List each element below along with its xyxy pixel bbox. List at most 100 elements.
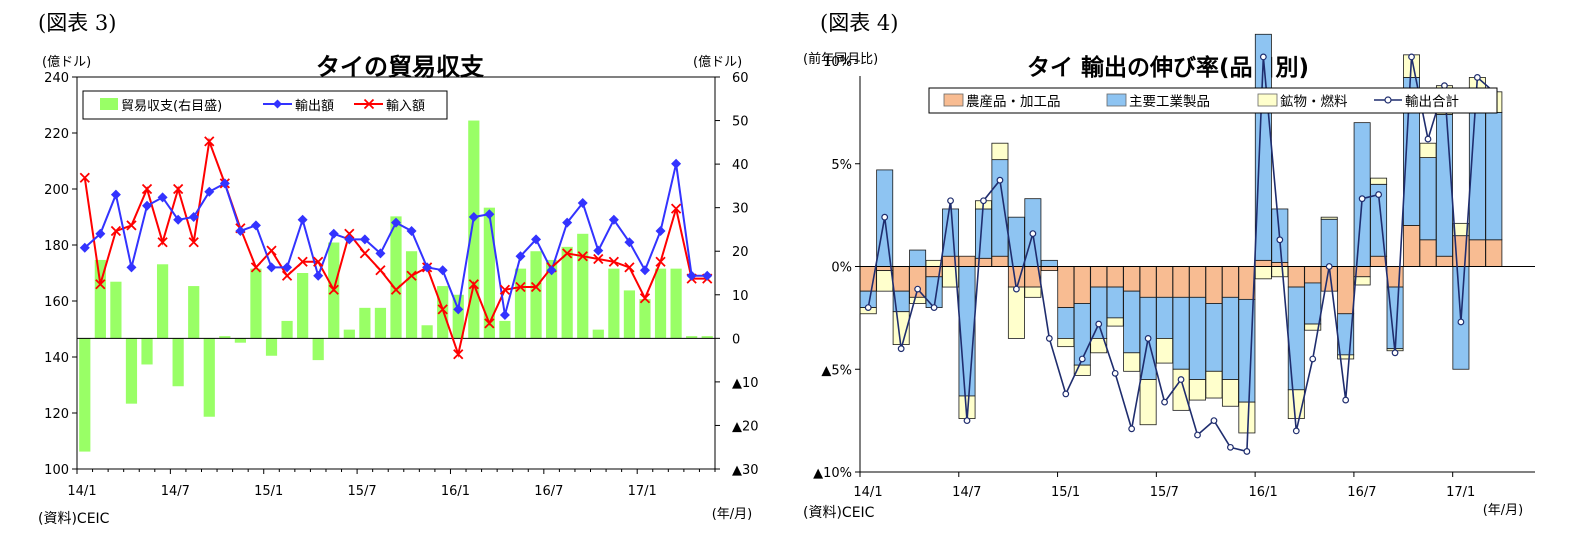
- trade-balance-bar: [390, 216, 402, 339]
- trade-balance-bar: [156, 264, 169, 339]
- trade-balance-bar: [405, 251, 418, 339]
- mineral-bar-segment: [1271, 266, 1289, 278]
- import-point: [173, 183, 184, 195]
- trade-balance-bar: [265, 338, 278, 356]
- trade-balance-bar: [561, 246, 573, 339]
- import-point: [562, 248, 573, 259]
- export-point: [546, 265, 557, 276]
- trade-balance-bar: [234, 338, 246, 343]
- y-tick-label: ▲5%: [821, 363, 852, 378]
- industrial-bar-segment: [1007, 216, 1025, 267]
- left-y-axis-right: ▲30 ▲20 ▲10 0 10 20 30 40 50 60: [715, 71, 759, 478]
- export-point: [406, 226, 417, 236]
- agri-bar-segment: [1468, 239, 1486, 267]
- industrial-bar-segment: [1304, 282, 1322, 325]
- export-point: [468, 212, 479, 222]
- import-point: [110, 225, 122, 237]
- export-point: [702, 270, 713, 281]
- import-point: [499, 284, 511, 295]
- mineral-bar-segment: [1156, 338, 1174, 364]
- trade-balance-bar: [499, 320, 511, 339]
- mineral-bar-segment: [1254, 266, 1272, 280]
- trade-balance-bar: [343, 329, 355, 339]
- export-point: [219, 178, 230, 189]
- right-y-tick-label: 60: [732, 71, 749, 86]
- agri-bar-segment: [1386, 266, 1404, 288]
- mineral-bar-segment: [1073, 364, 1091, 376]
- total-point: [1227, 443, 1234, 451]
- total-point: [980, 197, 987, 205]
- agri-bar-segment: [1403, 224, 1420, 267]
- export-point: [188, 212, 199, 222]
- source-left: (資料)CEIC: [38, 511, 110, 527]
- total-point: [1045, 335, 1053, 342]
- y-tick-label: 10%: [823, 55, 852, 70]
- total-point: [947, 197, 954, 205]
- left-y-tick-label: 180: [44, 239, 69, 254]
- total-point: [1309, 355, 1317, 363]
- total-point: [1062, 390, 1070, 398]
- mineral-bar-segment: [1123, 352, 1141, 372]
- legend-label-export: 輸出額: [295, 99, 334, 114]
- trade-balance-bar: [421, 325, 433, 339]
- industrial-bar-segment: [909, 249, 927, 267]
- industrial-bar-segment: [958, 266, 976, 397]
- total-point: [1325, 263, 1333, 270]
- agri-bar-segment: [1106, 266, 1124, 288]
- trade-balance-bar: [577, 233, 589, 339]
- right-y-tick-label: 20: [732, 245, 749, 260]
- mineral-bar-segment: [1205, 370, 1223, 399]
- trade-balance-bar: [530, 251, 542, 339]
- legend-marker-total: [1384, 96, 1392, 104]
- trade-balance-bar: [639, 299, 651, 339]
- left-y-tick-label: 120: [44, 407, 69, 422]
- right-y-tick-label: ▲30: [732, 463, 759, 478]
- total-point: [1210, 417, 1218, 425]
- right-y-tick-label: 50: [732, 115, 749, 130]
- total-point: [1078, 355, 1086, 363]
- trade-balance-bar: [654, 268, 667, 339]
- right-y-tick-label: 10: [732, 289, 749, 304]
- trade-balance-bar: [312, 338, 324, 361]
- source-right: (資料)CEIC: [803, 505, 875, 521]
- x-unit-left: (年/月): [712, 507, 753, 522]
- total-point: [1342, 396, 1350, 404]
- total-point: [1177, 376, 1185, 383]
- import-point: [515, 281, 526, 293]
- x-tick-label: 16/1: [441, 484, 470, 499]
- left-y-tick-label: 220: [44, 127, 69, 142]
- legend-swatch-bar: [100, 98, 118, 110]
- legend-label-total: 輸出合計: [1405, 94, 1459, 110]
- x-tick-label: 15/1: [1051, 485, 1080, 500]
- export-point: [671, 158, 682, 169]
- mineral-bar-segment: [1238, 401, 1256, 434]
- agri-bar-segment: [909, 266, 927, 298]
- total-point: [1144, 335, 1152, 342]
- agri-bar-segment: [1287, 266, 1305, 288]
- mineral-bar-segment: [1189, 379, 1206, 401]
- agri-bar-segment: [1370, 255, 1388, 267]
- industrial-bar-segment: [1435, 114, 1453, 257]
- total-point: [1358, 195, 1366, 203]
- legend-label-bar: 貿易収支(右目盛): [121, 99, 222, 114]
- agri-bar-segment: [1221, 266, 1239, 298]
- y-right-unit: (億ドル): [693, 54, 742, 70]
- export-point: [204, 186, 215, 197]
- left-y-tick-label: 200: [44, 183, 69, 198]
- export-point: [639, 265, 650, 276]
- trade-balance-bar: [468, 120, 480, 339]
- total-point: [1457, 318, 1465, 326]
- trade-balance-bar: [125, 338, 138, 404]
- trade-balance-bar: [483, 207, 495, 339]
- right-y-tick-label: 40: [732, 158, 749, 173]
- export-point: [391, 217, 401, 228]
- export-point: [250, 220, 261, 231]
- export-point: [453, 304, 464, 315]
- y-tick-label: ▲10%: [813, 466, 852, 481]
- x-tick-label: 14/1: [853, 485, 882, 500]
- industrial-bar-segment: [1090, 286, 1108, 339]
- import-point: [204, 136, 215, 147]
- figure-label-left: (図表 3): [38, 11, 116, 35]
- agri-bar-segment: [1485, 239, 1503, 267]
- mineral-bar-segment: [909, 296, 927, 304]
